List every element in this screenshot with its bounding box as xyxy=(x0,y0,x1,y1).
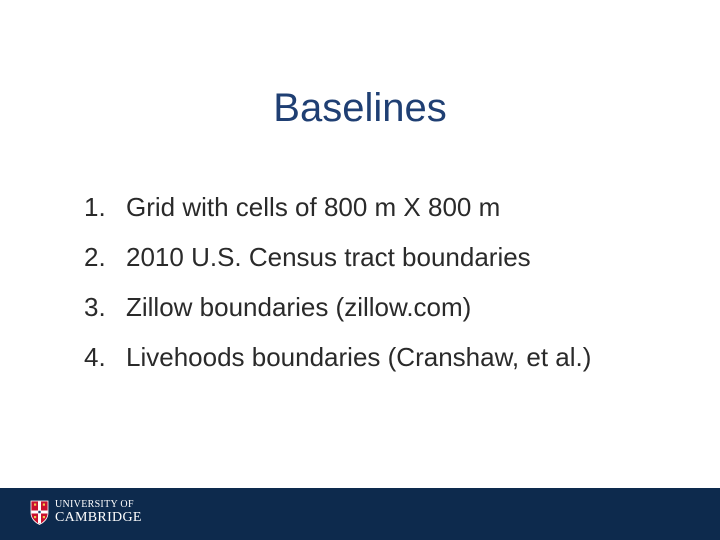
list-item-text: Grid with cells of 800 m X 800 m xyxy=(126,191,501,222)
logo-text: UNIVERSITY OF CAMBRIDGE xyxy=(55,500,142,525)
university-logo: UNIVERSITY OF CAMBRIDGE xyxy=(30,500,142,525)
list-item-text: Livehoods boundaries (Cranshaw, et al.) xyxy=(126,341,592,372)
bullet-list: 1. Grid with cells of 800 m X 800 m 2. 2… xyxy=(84,182,591,382)
list-item: 3. Zillow boundaries (zillow.com) xyxy=(84,282,591,332)
list-item: 2. 2010 U.S. Census tract boundaries xyxy=(84,232,591,282)
university-crest-icon xyxy=(30,500,49,525)
list-item: 4. Livehoods boundaries (Cranshaw, et al… xyxy=(84,332,591,382)
list-item-number: 3. xyxy=(84,291,106,322)
list-item-number: 1. xyxy=(84,191,106,222)
logo-line-cambridge: CAMBRIDGE xyxy=(55,510,142,525)
list-item-number: 4. xyxy=(84,341,106,372)
list-item: 1. Grid with cells of 800 m X 800 m xyxy=(84,182,591,232)
list-item-text: 2010 U.S. Census tract boundaries xyxy=(126,241,531,272)
logo-line-university-of: UNIVERSITY OF xyxy=(55,499,134,510)
list-item-text: Zillow boundaries (zillow.com) xyxy=(126,291,472,322)
footer-bar: UNIVERSITY OF CAMBRIDGE xyxy=(0,488,720,540)
slide-title: Baselines xyxy=(273,86,447,130)
list-item-number: 2. xyxy=(84,241,106,272)
